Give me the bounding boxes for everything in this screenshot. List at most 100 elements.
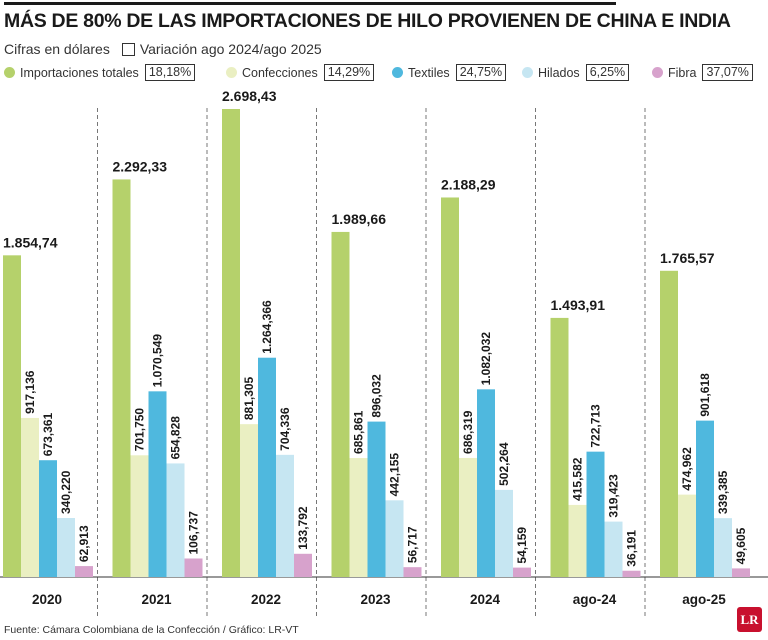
data-label-hilados-2021: 654,828 [169,416,183,460]
x-tick-label-2024: 2024 [470,592,501,607]
x-tick-label-2020: 2020 [32,592,62,607]
chart-subtitle: Cifras en dólares Variación ago 2024/ago… [4,41,322,57]
bar-hilados-ago-24 [604,521,623,577]
x-tick-label-2023: 2023 [360,592,391,607]
legend-label: Importaciones totales [20,65,139,80]
bar-textiles-2021 [148,391,167,577]
data-label-importaciones-totales-2024: 2.188,29 [441,176,496,192]
data-label-importaciones-totales-2022: 2.698,43 [222,88,277,104]
legend-label: Fibra [668,65,697,80]
legend-item-confecciones: Confecciones 14,29% [226,64,375,81]
bar-confecciones-2022 [240,424,258,577]
bar-textiles-2020 [39,460,57,577]
bar-hilados-2021 [166,463,185,577]
data-label-importaciones-totales-ago-25: 1.765,57 [660,250,715,266]
bar-hilados-2022 [276,454,294,577]
data-label-hilados-ago-25: 339,385 [716,470,730,514]
data-label-fibra-2024: 54,159 [515,527,529,564]
legend-item-fibra: Fibra 37,07% [652,64,753,81]
legend-label: Hilados [538,65,580,80]
data-label-hilados-2022: 704,336 [278,407,292,451]
bar-textiles-2022 [258,357,276,577]
legend: Importaciones totales 18,18% Confeccione… [0,64,768,86]
bar-importaciones-totales-ago-24 [550,317,569,577]
data-label-fibra-ago-25: 49,605 [734,527,748,564]
bar-hilados-2020 [57,517,75,577]
data-label-hilados-2024: 502,264 [497,442,511,486]
bar-fibra-2021 [184,558,203,577]
data-label-importaciones-totales-2020: 1.854,74 [3,234,58,250]
legend-swatch [4,67,15,78]
data-label-fibra-ago-24: 36,191 [625,530,639,567]
bar-chart: 1.854,74 917,136 673,361 340,220 62,913 2020 2… [0,88,768,616]
data-label-confecciones-2023: 685,861 [352,410,366,454]
legend-variation: 6,25% [585,64,630,81]
chart-title: MÁS DE 80% DE LAS IMPORTACIONES DE HILO … [4,10,731,32]
data-label-confecciones-ago-25: 474,962 [680,447,694,491]
variation-note: Variación ago 2024/ago 2025 [139,41,322,57]
data-label-confecciones-2020: 917,136 [23,370,37,414]
unit-note: Cifras en dólares [4,41,110,57]
legend-label: Textiles [408,65,450,80]
bar-confecciones-ago-25 [678,494,696,577]
legend-swatch [652,67,663,78]
data-label-textiles-2023: 896,032 [370,374,384,418]
title-rule [4,2,616,5]
bar-textiles-2024 [477,389,495,577]
data-label-importaciones-totales-2023: 1.989,66 [332,211,387,227]
bar-hilados-2024 [495,489,513,577]
legend-swatch [522,67,533,78]
data-label-textiles-ago-25: 901,618 [698,373,712,417]
x-tick-label-2022: 2022 [251,592,281,607]
legend-variation: 14,29% [323,64,375,81]
legend-variation: 24,75% [455,64,507,81]
x-tick-label-ago-24: ago-24 [573,592,617,607]
bar-confecciones-2021 [130,455,149,577]
data-label-importaciones-totales-2021: 2.292,33 [113,158,168,174]
data-label-fibra-2023: 56,717 [406,526,420,563]
data-label-hilados-2020: 340,220 [59,470,73,514]
data-label-importaciones-totales-ago-24: 1.493,91 [551,297,606,313]
data-label-confecciones-2022: 881,305 [242,376,256,420]
data-label-fibra-2021: 106,737 [187,511,201,555]
data-label-textiles-2024: 1.082,032 [479,332,493,386]
bar-confecciones-2024 [459,457,477,577]
bar-importaciones-totales-2024 [441,197,459,577]
data-label-confecciones-ago-24: 415,582 [571,457,585,501]
x-tick-label-ago-25: ago-25 [682,592,726,607]
source-note: Fuente: Cámara Colombiana de la Confecci… [4,624,299,636]
data-label-textiles-2020: 673,361 [41,413,55,457]
legend-variation: 37,07% [702,64,753,81]
bar-hilados-ago-25 [714,518,732,577]
bar-hilados-2023 [385,500,404,577]
bar-importaciones-totales-2022 [222,109,240,577]
bar-importaciones-totales-2023 [331,231,350,578]
bar-textiles-2023 [367,421,386,577]
bar-fibra-ago-25 [732,568,750,577]
bar-fibra-2022 [294,553,312,577]
bar-confecciones-2023 [349,458,368,577]
bar-fibra-2023 [403,567,422,577]
bar-fibra-ago-24 [622,570,641,577]
data-label-textiles-2022: 1.264,366 [260,300,274,354]
data-label-fibra-2020: 62,913 [77,525,91,562]
bar-importaciones-totales-ago-25 [660,270,678,577]
bar-textiles-ago-25 [696,420,714,577]
data-label-hilados-ago-24: 319,423 [607,474,621,518]
data-label-textiles-ago-24: 722,713 [589,404,603,448]
data-label-hilados-2023: 442,155 [388,453,402,497]
legend-item-hilados: Hilados 6,25% [522,64,630,81]
bar-importaciones-totales-2021 [112,179,131,577]
bar-fibra-2020 [75,566,93,577]
bar-confecciones-ago-24 [568,504,587,577]
x-tick-label-2021: 2021 [141,592,172,607]
data-label-confecciones-2021: 701,750 [133,408,147,452]
data-label-confecciones-2024: 686,319 [461,410,475,454]
bar-textiles-ago-24 [586,451,605,577]
data-label-textiles-2021: 1.070,549 [151,334,165,388]
legend-swatch [392,67,403,78]
bar-importaciones-totales-2020 [3,255,21,577]
legend-variation: 18,18% [144,64,196,81]
lr-logo: LR [737,607,762,632]
variation-box-icon [121,42,135,56]
